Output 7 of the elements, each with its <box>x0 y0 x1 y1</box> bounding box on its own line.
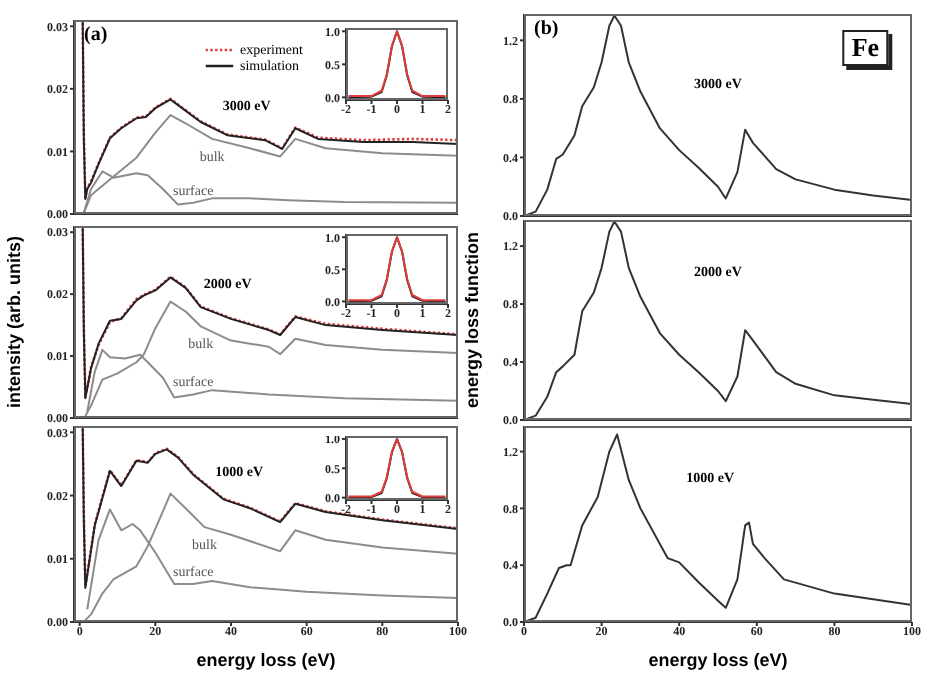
annotation: Fe <box>841 30 890 67</box>
chart-title: (b) <box>534 18 559 40</box>
x-axis-title: energy loss (eV) <box>646 650 790 670</box>
chart-title: (a) <box>84 24 108 46</box>
y-axis-title: intensity (arb. units) <box>4 235 24 409</box>
x-axis-title: energy loss (eV) <box>194 650 338 670</box>
y-axis-title: energy loss function <box>462 231 482 409</box>
